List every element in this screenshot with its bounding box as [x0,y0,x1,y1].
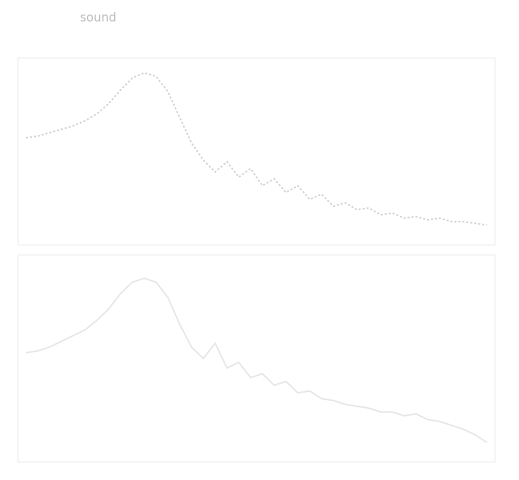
plot-frame [17,57,496,246]
plot-frame [17,254,496,463]
chart-title: sound [80,11,116,25]
data-line [25,72,488,226]
data-line [25,277,488,444]
